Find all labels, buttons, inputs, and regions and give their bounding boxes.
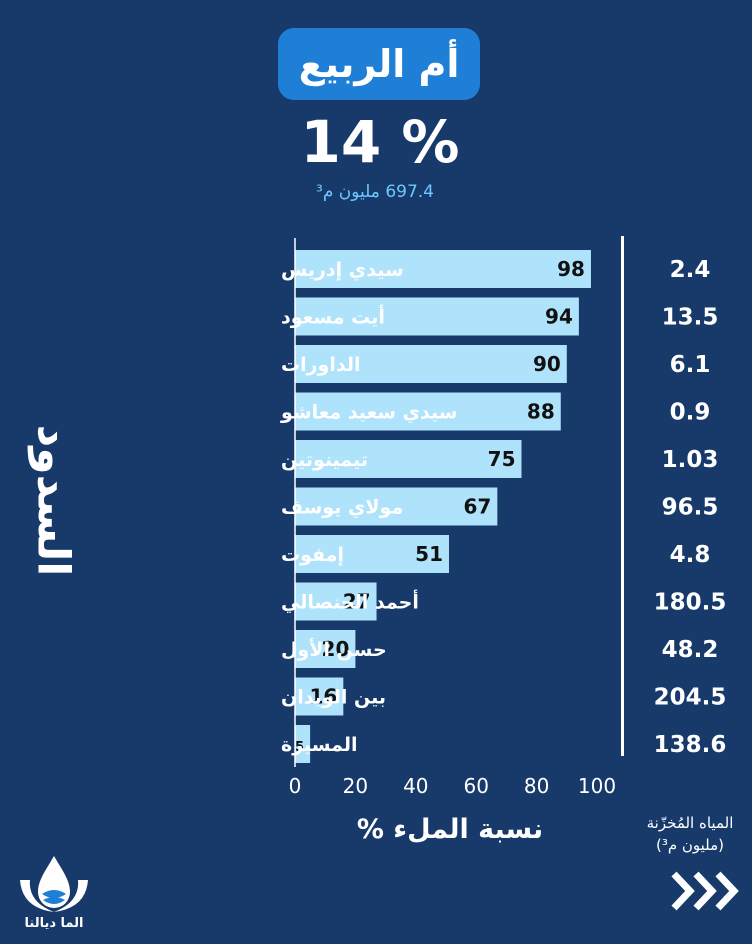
storage-value: 138.6 bbox=[654, 732, 727, 758]
bar-value-label: 67 bbox=[463, 495, 491, 519]
storage-value: 2.4 bbox=[670, 257, 711, 283]
storage-value: 6.1 bbox=[670, 352, 711, 378]
category-label: إمفوت bbox=[281, 544, 344, 566]
storage-value: 180.5 bbox=[654, 590, 727, 616]
bar bbox=[295, 250, 591, 288]
storage-value: 0.9 bbox=[670, 400, 711, 426]
x-tick-label: 20 bbox=[343, 774, 368, 798]
bar-value-label: 20 bbox=[322, 637, 350, 661]
bar bbox=[295, 725, 311, 763]
bar-value-label: 88 bbox=[527, 400, 555, 424]
storage-label-line2: (مليون م³) bbox=[655, 836, 725, 854]
storage-value: 4.8 bbox=[670, 542, 711, 568]
fill-percent: 14 % bbox=[300, 108, 460, 176]
storage-column-label: المياه المُخزّنة (مليون م³) bbox=[628, 812, 752, 864]
category-label: سيدي سعيد معاشو bbox=[280, 402, 457, 425]
x-tick-label: 100 bbox=[578, 774, 616, 798]
bar-value-label: 90 bbox=[533, 352, 561, 376]
category-label: سيدي إدريس bbox=[281, 259, 404, 282]
bar-value-label: 51 bbox=[415, 542, 443, 566]
x-tick-label: 80 bbox=[524, 774, 549, 798]
bar bbox=[295, 440, 522, 478]
divider bbox=[621, 236, 624, 756]
category-label: المسيرة bbox=[281, 734, 358, 756]
bar bbox=[295, 392, 561, 431]
category-label: حسن الأول bbox=[281, 638, 387, 661]
storage-value: 13.5 bbox=[662, 305, 719, 331]
x-tick-label: 60 bbox=[463, 774, 488, 798]
bar bbox=[295, 535, 450, 573]
bar-value-label: 16 bbox=[309, 685, 337, 709]
bar-value-label: 75 bbox=[488, 447, 516, 471]
bar-value-label: 27 bbox=[343, 590, 371, 614]
bar bbox=[295, 345, 567, 383]
bar-value-label: 94 bbox=[545, 305, 573, 329]
bar bbox=[295, 297, 579, 336]
bar bbox=[295, 677, 344, 716]
basin-title: أم الربيع bbox=[278, 28, 480, 100]
logo: الما ديالنا bbox=[12, 850, 96, 940]
x-axis-label: نسبة الملء % bbox=[356, 814, 544, 845]
category-label: أيت مسعود bbox=[281, 305, 385, 329]
storage-value: 48.2 bbox=[662, 637, 719, 663]
category-label: مولاي يوسف bbox=[281, 497, 403, 520]
category-label: الداورات bbox=[281, 354, 361, 376]
storage-value: 204.5 bbox=[654, 685, 727, 711]
x-tick-label: 0 bbox=[289, 774, 302, 798]
bar-value-label: 5 bbox=[295, 740, 304, 755]
category-label: أحمد الحنصالي bbox=[281, 590, 419, 614]
bar bbox=[295, 582, 377, 621]
bar bbox=[295, 630, 356, 668]
chevron-right-triple-icon[interactable] bbox=[668, 866, 742, 916]
storage-value: 1.03 bbox=[662, 447, 719, 473]
bar bbox=[295, 487, 498, 526]
category-label: بين الويدان bbox=[281, 687, 386, 709]
stored-volume: 697.4 مليون م³ bbox=[316, 182, 434, 202]
bar-value-label: 98 bbox=[557, 257, 585, 281]
water-drop-hands-icon bbox=[20, 856, 88, 912]
category-label: تيمينوتين bbox=[281, 449, 368, 471]
logo-text: الما ديالنا bbox=[24, 916, 84, 931]
storage-label-line1: المياه المُخزّنة bbox=[646, 814, 734, 832]
storage-value: 96.5 bbox=[662, 495, 719, 521]
x-tick-label: 40 bbox=[403, 774, 428, 798]
